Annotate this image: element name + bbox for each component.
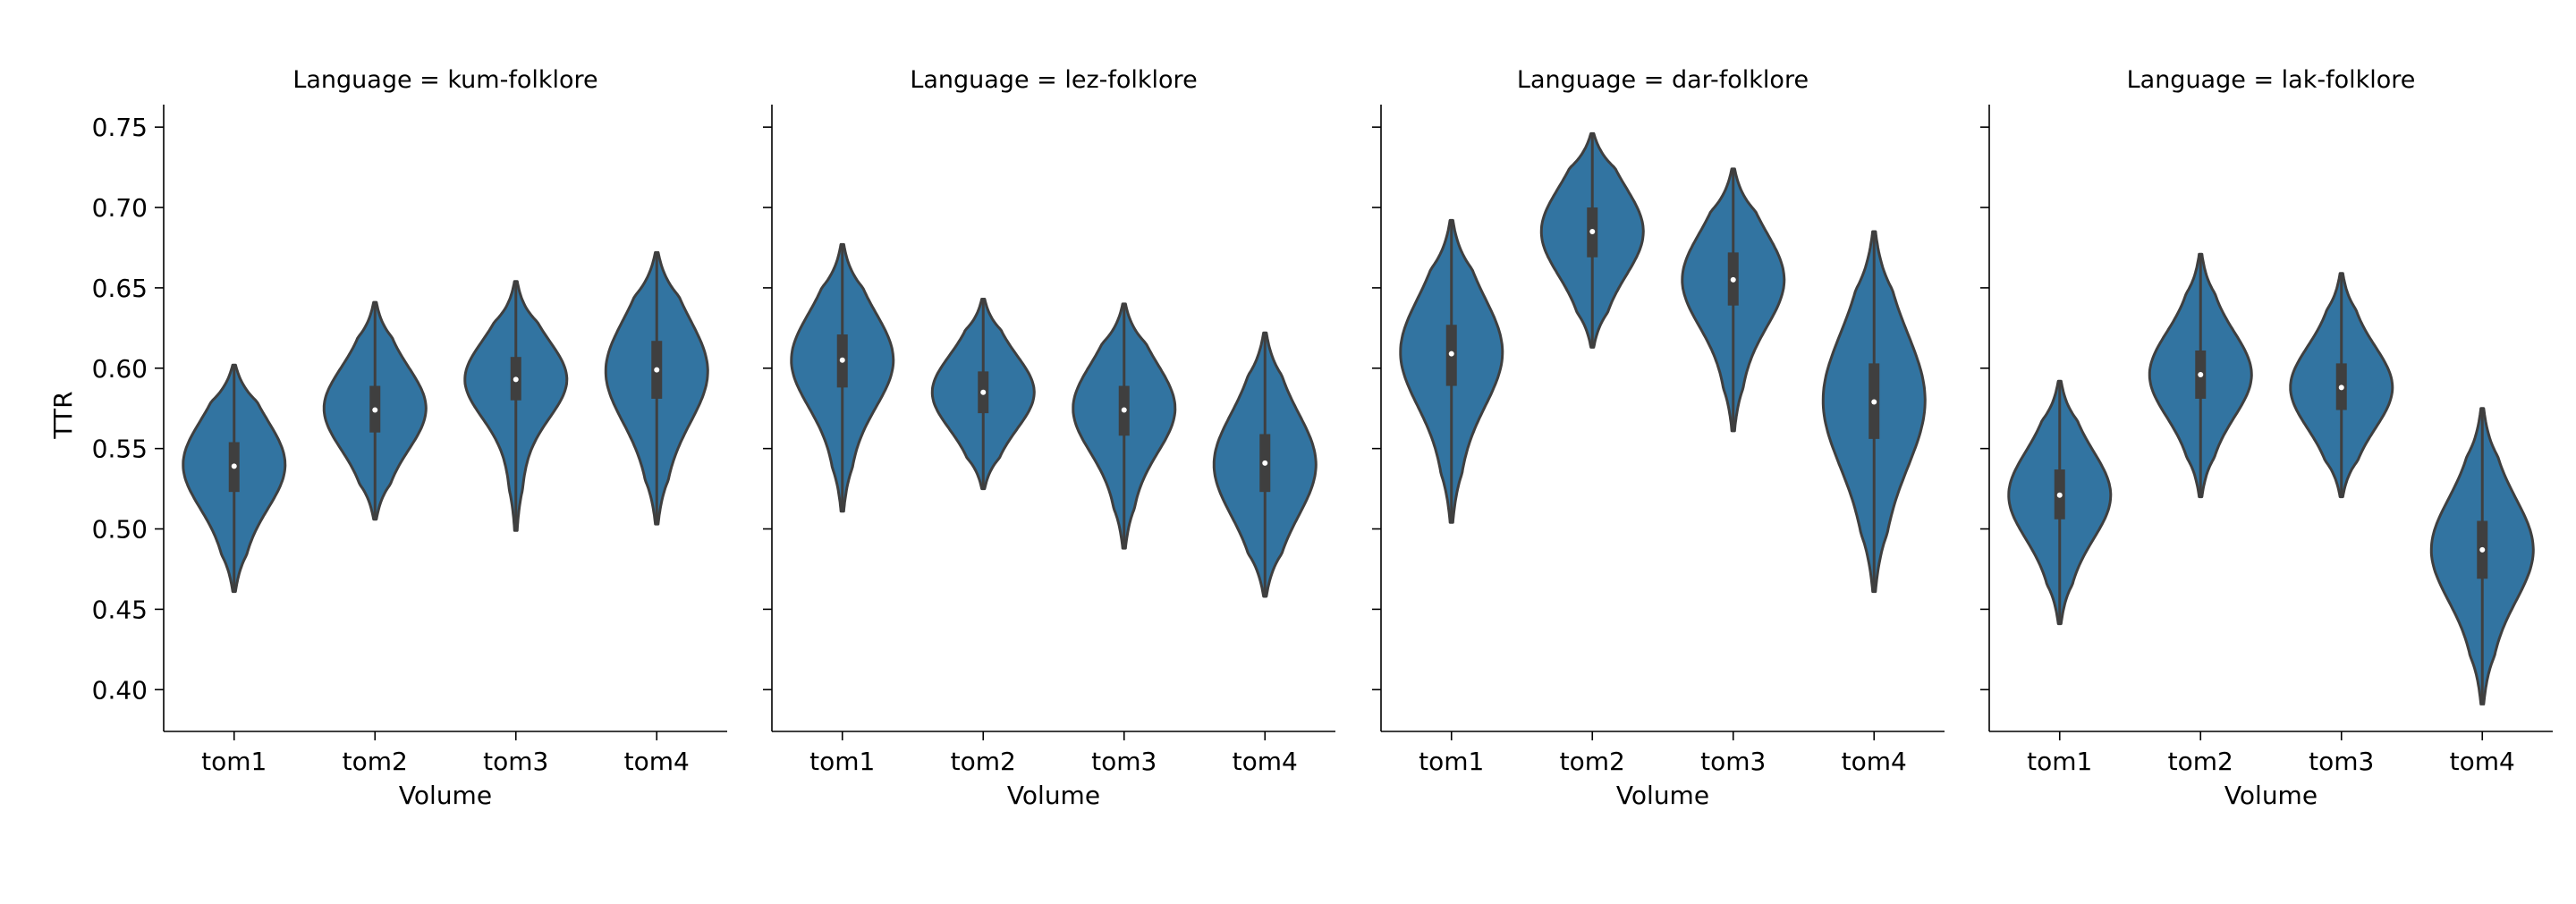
x-tick-label: tom3	[1700, 747, 1766, 776]
x-tick-label: tom4	[2450, 747, 2515, 776]
panel-title: Language = kum-folklore	[292, 66, 597, 94]
y-axis-label: TTR	[48, 391, 78, 439]
x-tick-label: tom2	[1560, 747, 1625, 776]
violin-median-dot	[654, 367, 660, 373]
facet-panels: Language = kum-folklore 0.40 0.45 0.50 0.55 0…	[92, 66, 2553, 810]
facet-panel-4: Language = lak-folklore Volume tom1 tom2 tom…	[1980, 66, 2553, 810]
x-tick-label: tom1	[2027, 747, 2092, 776]
y-tick-label: 0.55	[92, 435, 148, 464]
violin-median-dot	[1121, 407, 1127, 413]
violin-median-dot	[1589, 228, 1596, 234]
violin-median-dot	[2479, 546, 2486, 553]
violin-median-dot	[1262, 460, 1268, 466]
violin-median-dot	[839, 357, 845, 363]
x-tick-label: tom2	[2168, 747, 2233, 776]
x-tick-label: tom3	[483, 747, 548, 776]
y-tick-label: 0.60	[92, 354, 148, 384]
x-tick-label: tom1	[809, 747, 875, 776]
panel-title: Language = lak-folklore	[2127, 66, 2416, 94]
panel-title: Language = lez-folklore	[910, 66, 1197, 94]
y-tick-label: 0.45	[92, 595, 148, 624]
violin-median-dot	[231, 463, 237, 469]
violin-median-dot	[1730, 276, 1736, 283]
y-tick-label: 0.75	[92, 113, 148, 142]
x-tick-label: tom1	[201, 747, 267, 776]
violin-median-dot	[1448, 351, 1454, 357]
x-tick-label: tom4	[1233, 747, 1298, 776]
x-axis-label: Volume	[1007, 781, 1100, 810]
y-tick-label: 0.40	[92, 675, 148, 705]
x-tick-label: tom4	[1842, 747, 1907, 776]
violin-median-dot	[2198, 371, 2204, 377]
x-tick-label: tom4	[624, 747, 690, 776]
panel-title: Language = dar-folklore	[1517, 66, 1809, 94]
y-tick-label: 0.65	[92, 274, 148, 303]
x-tick-label: tom3	[2309, 747, 2374, 776]
x-tick-label: tom2	[951, 747, 1016, 776]
x-axis-label: Volume	[2224, 781, 2318, 810]
violin-median-dot	[2338, 384, 2344, 391]
x-axis-label: Volume	[399, 781, 492, 810]
violin-median-dot	[513, 376, 519, 383]
violin-median-dot	[372, 407, 378, 413]
facet-panel-1: Language = kum-folklore 0.40 0.45 0.50 0.55 0…	[92, 66, 727, 810]
y-tick-label: 0.70	[92, 193, 148, 223]
x-tick-label: tom1	[1419, 747, 1484, 776]
x-axis-label: Volume	[1616, 781, 1709, 810]
facet-panel-3: Language = dar-folklore Volume tom1 tom2 tom…	[1372, 66, 1945, 810]
y-tick-label: 0.50	[92, 515, 148, 545]
x-tick-label: tom3	[1091, 747, 1157, 776]
violin-median-dot	[2056, 492, 2063, 498]
violin-median-dot	[1871, 399, 1877, 405]
facet-panel-2: Language = lez-folklore Volume tom1 tom2 tom…	[763, 66, 1335, 810]
violin-median-dot	[980, 389, 987, 395]
x-tick-label: tom2	[343, 747, 408, 776]
